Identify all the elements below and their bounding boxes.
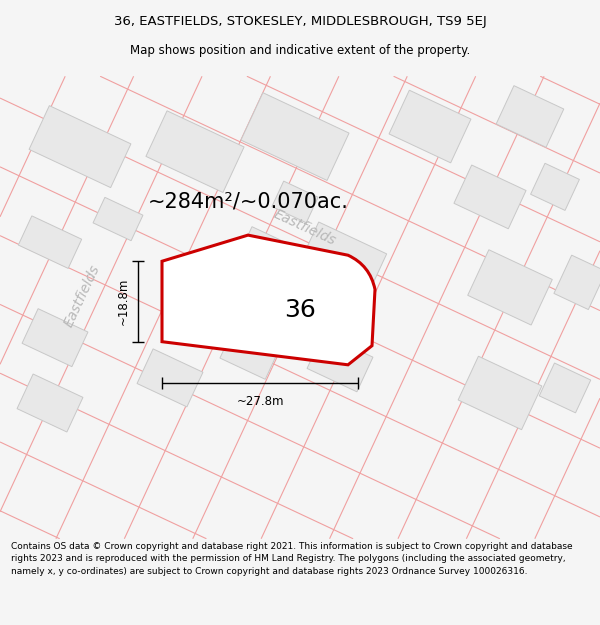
Text: Eastfields: Eastfields: [272, 206, 338, 248]
Polygon shape: [17, 374, 83, 432]
Text: 36: 36: [284, 298, 316, 321]
Text: 36, EASTFIELDS, STOKESLEY, MIDDLESBROUGH, TS9 5EJ: 36, EASTFIELDS, STOKESLEY, MIDDLESBROUGH…: [113, 15, 487, 28]
Polygon shape: [93, 198, 143, 241]
Polygon shape: [29, 106, 131, 188]
Polygon shape: [237, 227, 293, 278]
Polygon shape: [146, 111, 244, 192]
Polygon shape: [530, 163, 580, 211]
Polygon shape: [220, 326, 280, 379]
Polygon shape: [496, 86, 564, 148]
Text: Eastfields: Eastfields: [61, 262, 103, 329]
Text: Contains OS data © Crown copyright and database right 2021. This information is : Contains OS data © Crown copyright and d…: [11, 542, 572, 576]
Polygon shape: [458, 356, 542, 430]
Polygon shape: [293, 222, 386, 309]
PathPatch shape: [162, 235, 375, 365]
Text: ~27.8m: ~27.8m: [236, 395, 284, 408]
Polygon shape: [468, 250, 552, 325]
Text: ~284m²/~0.070ac.: ~284m²/~0.070ac.: [148, 192, 349, 212]
Polygon shape: [389, 90, 471, 163]
Polygon shape: [307, 334, 373, 392]
Polygon shape: [272, 181, 318, 222]
Polygon shape: [22, 309, 88, 367]
Polygon shape: [539, 363, 591, 413]
Polygon shape: [454, 165, 526, 229]
Polygon shape: [19, 216, 82, 268]
Text: Map shows position and indicative extent of the property.: Map shows position and indicative extent…: [130, 44, 470, 58]
Polygon shape: [137, 349, 203, 407]
Text: ~18.8m: ~18.8m: [117, 278, 130, 325]
Polygon shape: [241, 92, 349, 181]
Polygon shape: [554, 255, 600, 309]
